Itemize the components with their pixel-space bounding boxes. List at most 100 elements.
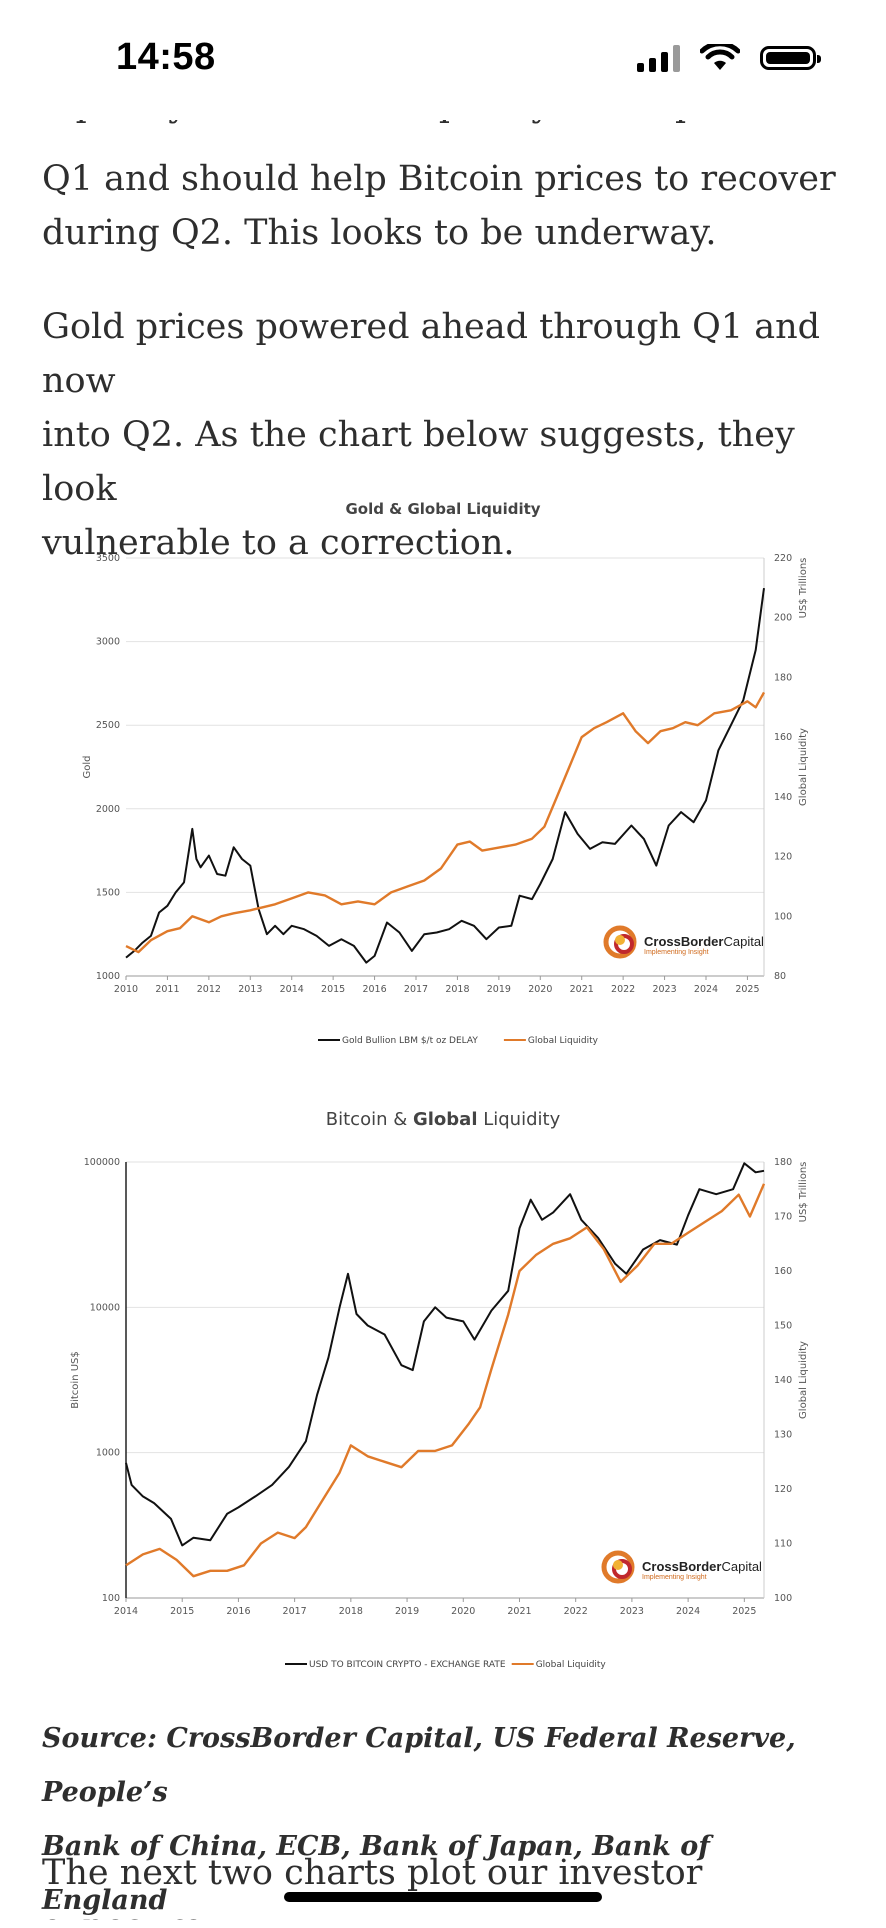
y-tick-left: 2000	[96, 804, 120, 815]
partial-bottom-line: The next two charts plot our investor ex…	[42, 1853, 703, 1920]
y-tick-right: 110	[774, 1539, 792, 1550]
chart-title: Bitcoin & Global Liquidity	[326, 1109, 561, 1130]
y-tick-right: 120	[774, 852, 792, 863]
paragraph-line: into Q2. As the chart below suggests, th…	[42, 415, 795, 509]
title-part: Bitcoin &	[326, 1109, 413, 1130]
legend-label: USD TO BITCOIN CRYPTO - EXCHANGE RATE	[309, 1660, 506, 1670]
y-tick-right: 100	[774, 911, 792, 922]
wifi-icon	[700, 44, 740, 70]
x-tick: 2016	[226, 1606, 250, 1617]
x-tick: 2012	[197, 984, 221, 995]
y-tick-right: 170	[774, 1212, 792, 1223]
y-tick-right: 180	[774, 1157, 792, 1168]
y-tick-right: 180	[774, 672, 792, 683]
title-part: Liquidity	[478, 1109, 561, 1130]
logo-ring-icon	[614, 934, 634, 954]
x-tick: 2020	[451, 1606, 475, 1617]
legend-label: Global Liquidity	[536, 1660, 607, 1670]
chart-title: Gold & Global Liquidity	[345, 500, 540, 518]
title-part: Global	[413, 1109, 478, 1130]
y-tick-right: 130	[774, 1430, 792, 1441]
status-icons	[637, 44, 821, 72]
y-tick-right: 160	[774, 732, 792, 743]
source-citation: Source: CrossBorder Capital, US Federal …	[42, 1712, 842, 1928]
series-line-primary	[125, 1162, 765, 1547]
cellular-signal-icon	[637, 44, 680, 72]
legend-label: Gold Bullion LBM $/t oz DELAY	[342, 1036, 478, 1046]
x-tick: 2010	[114, 984, 138, 995]
x-tick: 2015	[170, 1606, 194, 1617]
x-tick: 2017	[283, 1606, 307, 1617]
x-tick: 2018	[339, 1606, 363, 1617]
series-line-liquidity	[125, 691, 766, 954]
y-tick-right: 140	[774, 1375, 792, 1386]
paragraph-line: during Q2. This looks to be underway.	[42, 213, 717, 253]
y-tick-right: 150	[774, 1321, 792, 1332]
status-bar: 14:58	[0, 0, 886, 120]
y-tick-right: 220	[774, 553, 792, 564]
y-tick-left: 100000	[84, 1157, 120, 1168]
x-tick: 2019	[395, 1606, 419, 1617]
x-tick: 2022	[611, 984, 635, 995]
y-axis-label-right: Global Liquidity	[798, 728, 809, 806]
gold-liquidity-chart: Gold & Global Liquidity 1000 1500 2000 2500 3…	[82, 500, 809, 1046]
y-tick-right: 140	[774, 792, 792, 803]
status-time: 14:58	[116, 36, 216, 78]
paragraph-line: vulnerable to a correction.	[42, 523, 515, 563]
source-line: Source: CrossBorder Capital, US Federal …	[42, 1723, 796, 1808]
bitcoin-liquidity-chart: Bitcoin & Global Liquidity 100 1000 10000 10…	[70, 1109, 809, 1670]
y-tick-left: 3000	[96, 637, 120, 648]
x-tick: 2023	[620, 1606, 644, 1617]
y-axis-label-left: Gold	[82, 756, 93, 779]
paragraph-line: Q1 and should help Bitcoin prices to rec…	[42, 159, 836, 199]
x-tick: 2025	[735, 984, 759, 995]
home-indicator[interactable]	[284, 1892, 602, 1902]
y-axis-unit-right: US$ Trillions	[798, 1162, 809, 1223]
y-tick-right: 100	[774, 1593, 792, 1604]
y-tick-right: 200	[774, 613, 792, 624]
y-tick-left: 1000	[96, 971, 120, 982]
x-tick: 2014	[280, 984, 304, 995]
logo-ring-icon	[612, 1559, 632, 1579]
article-paragraph-2: Gold prices powered ahead through Q1 and…	[42, 300, 842, 570]
x-tick: 2021	[507, 1606, 531, 1617]
logo-dot-icon	[613, 1560, 623, 1570]
battery-icon	[760, 46, 821, 70]
source-line: Bank of China, ECB, Bank of Japan, Bank …	[42, 1831, 710, 1916]
x-tick: 2013	[238, 984, 262, 995]
y-tick-right: 120	[774, 1484, 792, 1495]
y-tick-left: 1000	[96, 1448, 120, 1459]
logo-ring-icon	[601, 1550, 635, 1584]
logo-dot-icon	[615, 935, 625, 945]
y-axis-label-right: Global Liquidity	[798, 1341, 809, 1419]
y-tick-left: 10000	[90, 1302, 120, 1313]
logo-word: Capital	[723, 934, 764, 949]
x-tick: 2019	[487, 984, 511, 995]
logo-word: Capital	[721, 1559, 762, 1574]
paragraph-line: Gold prices powered ahead through Q1 and…	[42, 307, 821, 401]
logo-tagline: Implementing Insight	[642, 1574, 707, 1581]
x-tick: 2020	[528, 984, 552, 995]
x-tick: 2024	[694, 984, 718, 995]
x-tick: 2017	[404, 984, 428, 995]
y-axis-unit-right: US$ Trillions	[798, 558, 809, 619]
x-tick: 2015	[321, 984, 345, 995]
legend-label: Global Liquidity	[528, 1036, 599, 1046]
logo-wordmark: CrossBorderCapital	[642, 1559, 762, 1574]
x-tick: 2018	[445, 984, 469, 995]
x-tick: 2023	[652, 984, 676, 995]
logo-tagline: Implementing Insight	[644, 949, 709, 956]
x-tick: 2024	[676, 1606, 700, 1617]
x-tick: 2022	[564, 1606, 588, 1617]
y-tick-right: 160	[774, 1266, 792, 1277]
series-line-liquidity	[125, 1183, 766, 1578]
y-tick-left: 100	[102, 1593, 120, 1604]
logo-word: CrossBorder	[644, 934, 723, 949]
article-paragraph-1: Q1 and should help Bitcoin prices to rec…	[42, 152, 842, 260]
x-tick: 2025	[732, 1606, 756, 1617]
y-tick-left: 2500	[96, 720, 120, 731]
x-tick: 2021	[570, 984, 594, 995]
x-tick: 2016	[362, 984, 386, 995]
logo-ring-icon	[603, 925, 637, 959]
